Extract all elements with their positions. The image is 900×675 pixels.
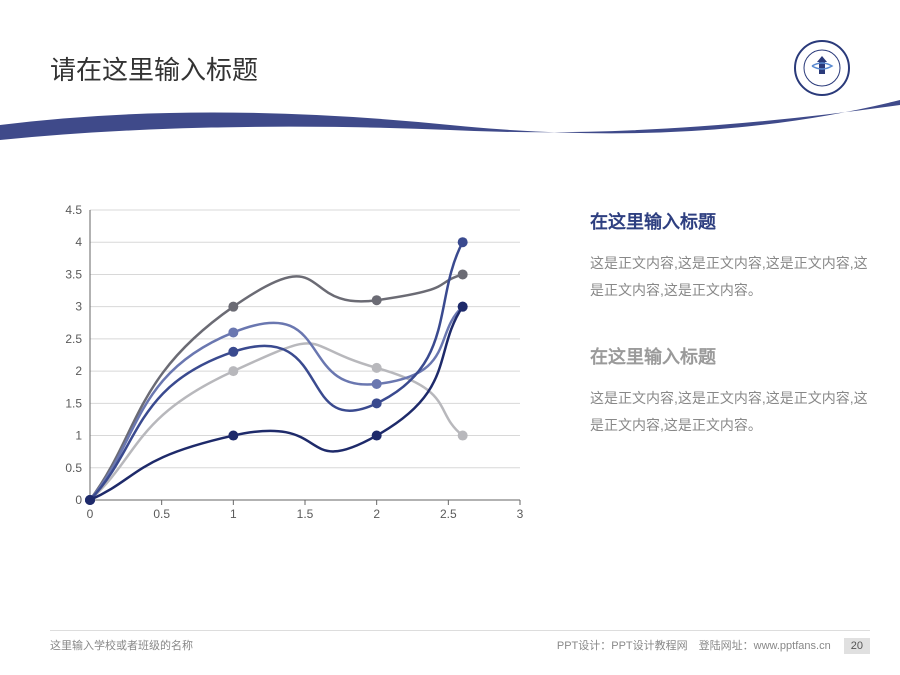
svg-text:4: 4 xyxy=(75,235,82,249)
content-row: 0 0.5 1 1.5 2 2.5 3 3.5 4 4.5 0 0.5 1 1.5 2 2.5 3 在这里输入标… xyxy=(50,200,870,530)
section-2-title: 在这里输入标题 xyxy=(590,343,870,369)
svg-text:3: 3 xyxy=(517,507,524,521)
logo-icon xyxy=(802,48,842,88)
swoosh-divider xyxy=(0,95,900,165)
svg-text:0: 0 xyxy=(75,493,82,507)
footer: 这里输入学校或者班级的名称 PPT设计：PPT设计教程网 登陆网址：www.pp… xyxy=(50,630,870,653)
logo-badge xyxy=(794,40,850,96)
svg-text:0.5: 0.5 xyxy=(65,461,82,475)
section-1-title: 在这里输入标题 xyxy=(590,208,870,234)
page-number: 20 xyxy=(844,638,870,654)
line-chart: 0 0.5 1 1.5 2 2.5 3 3.5 4 4.5 0 0.5 1 1.5 2 2.5 3 xyxy=(50,200,530,530)
svg-text:2: 2 xyxy=(75,364,82,378)
footer-left: 这里输入学校或者班级的名称 xyxy=(50,637,193,653)
svg-text:1: 1 xyxy=(230,507,237,521)
section-2-body: 这是正文内容,这是正文内容,这是正文内容,这是正文内容,这是正文内容。 xyxy=(590,385,870,438)
page-title: 请在这里输入标题 xyxy=(50,50,258,87)
svg-text:0.5: 0.5 xyxy=(153,507,170,521)
svg-text:2.5: 2.5 xyxy=(440,507,457,521)
svg-text:1.5: 1.5 xyxy=(65,396,82,410)
svg-text:3.5: 3.5 xyxy=(65,267,82,281)
svg-text:1: 1 xyxy=(75,429,82,443)
svg-text:2.5: 2.5 xyxy=(65,332,82,346)
chart-canvas: 0 0.5 1 1.5 2 2.5 3 3.5 4 4.5 0 0.5 1 1.5 2 2.5 3 xyxy=(50,200,530,530)
svg-text:3: 3 xyxy=(75,300,82,314)
section-1-body: 这是正文内容,这是正文内容,这是正文内容,这是正文内容,这是正文内容。 xyxy=(590,250,870,303)
footer-right: PPT设计：PPT设计教程网 登陆网址：www.pptfans.cn 20 xyxy=(557,637,870,653)
svg-text:2: 2 xyxy=(373,507,380,521)
header: 请在这里输入标题 xyxy=(50,40,850,96)
svg-text:1.5: 1.5 xyxy=(297,507,314,521)
svg-text:4.5: 4.5 xyxy=(65,203,82,217)
svg-text:0: 0 xyxy=(87,507,94,521)
text-panel: 在这里输入标题 这是正文内容,这是正文内容,这是正文内容,这是正文内容,这是正文… xyxy=(530,200,870,530)
